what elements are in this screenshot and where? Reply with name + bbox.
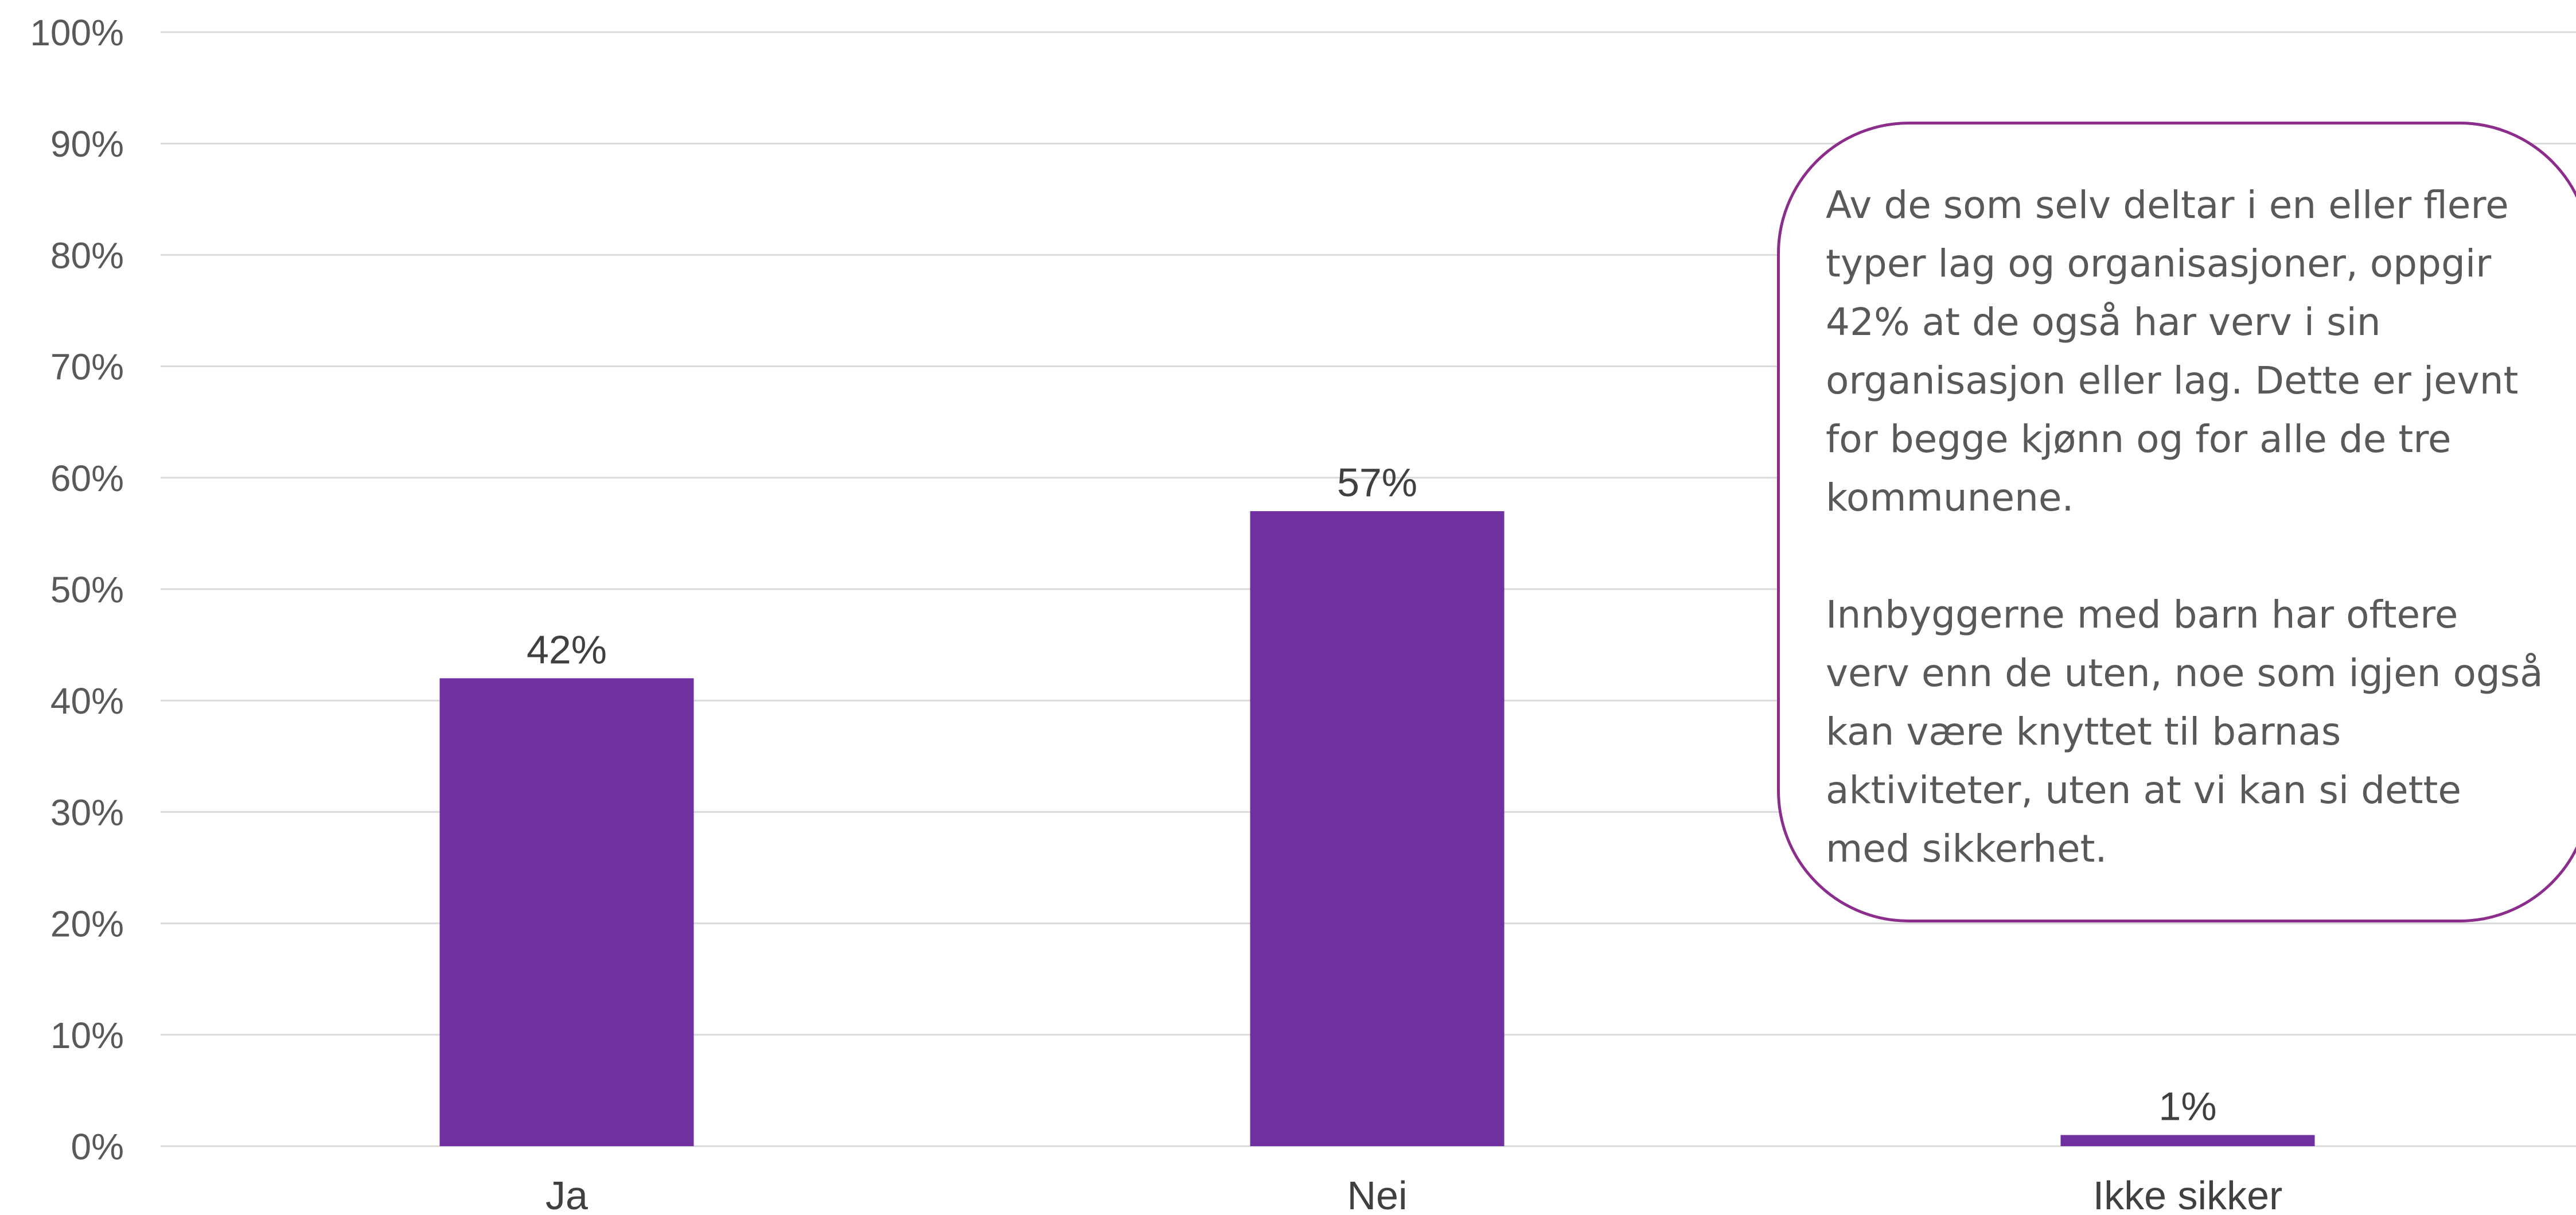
- bar: [1250, 511, 1505, 1146]
- y-tick-label: 50%: [50, 569, 124, 610]
- callout-line: Innbyggerne med barn har oftere: [1826, 593, 2458, 637]
- callout-line: 42% at de også har verv i sin: [1826, 300, 2381, 344]
- data-label: 57%: [1337, 460, 1417, 505]
- x-category-label: Ikke sikker: [2093, 1173, 2283, 1215]
- callout-line: typer lag og organisasjoner, oppgir: [1826, 242, 2492, 286]
- callout-paragraph-1: Av de som selv deltar i en eller flere t…: [1826, 176, 2566, 527]
- callout-line: Av de som selv deltar i en eller flere: [1826, 183, 2509, 227]
- x-axis-labels: Ja Nei Ikke sikker: [545, 1173, 2282, 1215]
- x-category-label: Ja: [545, 1173, 588, 1215]
- y-tick-label: 10%: [50, 1015, 124, 1056]
- bar: [439, 678, 694, 1146]
- y-tick-label: 40%: [50, 680, 124, 722]
- y-tick-label: 0%: [71, 1126, 124, 1167]
- data-label: 42%: [527, 627, 607, 672]
- y-tick-label: 80%: [50, 235, 124, 276]
- y-tick-label: 100%: [30, 12, 124, 53]
- x-category-label: Nei: [1347, 1173, 1407, 1215]
- y-tick-label: 90%: [50, 123, 124, 165]
- callout-line: med sikkerhet.: [1826, 827, 2107, 871]
- data-labels: 42% 57% 1%: [527, 460, 2217, 1129]
- callout-line: kommunene.: [1826, 476, 2074, 520]
- y-tick-label: 70%: [50, 346, 124, 388]
- y-tick-label: 20%: [50, 904, 124, 945]
- bar: [2060, 1135, 2315, 1146]
- callout-line: kan være knyttet til barnas: [1826, 710, 2341, 754]
- data-label: 1%: [2158, 1084, 2216, 1129]
- callout-line: for begge kjønn og for alle de tre: [1826, 417, 2452, 461]
- annotation-callout: Av de som selv deltar i en eller flere t…: [1777, 122, 2576, 922]
- callout-line: organisasjon eller lag. Dette er jevnt: [1826, 359, 2519, 403]
- callout-line: aktiviteter, uten at vi kan si dette: [1826, 768, 2462, 812]
- y-tick-label: 60%: [50, 458, 124, 499]
- bars: [439, 511, 2315, 1146]
- callout-paragraph-2: Innbyggerne med barn har oftere verv enn…: [1826, 586, 2566, 878]
- y-tick-label: 30%: [50, 792, 124, 833]
- y-axis-ticks: 0% 10% 20% 30% 40% 50% 60% 70% 80% 90% 100%: [30, 12, 124, 1167]
- callout-line: verv enn de uten, noe som igjen også: [1826, 651, 2543, 695]
